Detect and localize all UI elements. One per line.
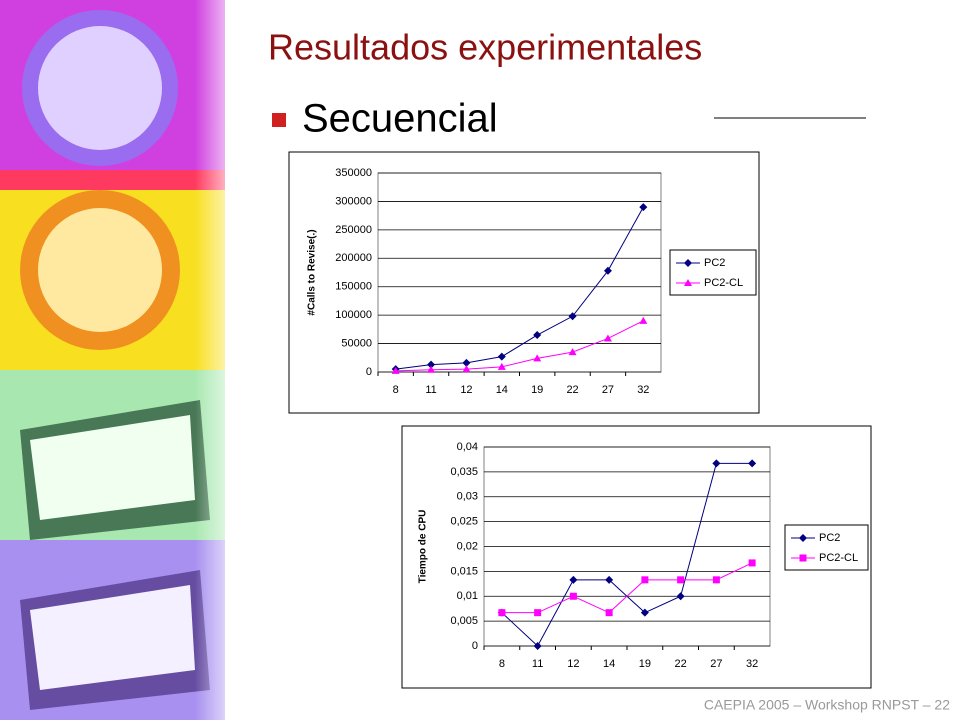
bullet-marker bbox=[272, 113, 286, 127]
marker bbox=[677, 576, 685, 584]
marker bbox=[712, 576, 720, 584]
x-tick-label: 27 bbox=[602, 384, 614, 396]
marker bbox=[641, 576, 649, 584]
marker bbox=[684, 259, 692, 267]
marker bbox=[497, 362, 506, 370]
marker bbox=[498, 609, 506, 617]
marker bbox=[533, 354, 542, 362]
marker bbox=[799, 554, 807, 562]
y-tick-label: 0,03 bbox=[457, 491, 478, 503]
series-line bbox=[501, 562, 753, 614]
marker bbox=[427, 365, 436, 373]
x-tick-label: 27 bbox=[710, 658, 722, 670]
series-line bbox=[395, 206, 644, 370]
marker bbox=[569, 575, 578, 584]
legend bbox=[669, 249, 757, 296]
marker bbox=[640, 608, 649, 617]
marker bbox=[534, 609, 542, 617]
plot-area bbox=[377, 172, 662, 373]
marker bbox=[799, 534, 807, 542]
marker bbox=[748, 459, 757, 468]
decorative-strip bbox=[0, 0, 245, 720]
legend-label: PC2 bbox=[819, 532, 840, 544]
x-tick-label: 22 bbox=[566, 384, 578, 396]
marker bbox=[462, 358, 471, 367]
marker bbox=[605, 575, 614, 584]
series-line bbox=[395, 320, 644, 372]
y-tick-label: 250000 bbox=[335, 224, 372, 236]
marker bbox=[497, 352, 506, 361]
y-axis-label: #Calls to Revise(.) bbox=[307, 229, 318, 315]
x-tick-label: 14 bbox=[603, 658, 615, 670]
marker bbox=[533, 331, 542, 340]
marker bbox=[533, 642, 542, 650]
y-tick-label: 150000 bbox=[335, 281, 372, 293]
marker bbox=[427, 360, 436, 369]
marker bbox=[568, 348, 577, 356]
slide-title: Resultados experimentales bbox=[268, 27, 702, 68]
marker bbox=[748, 559, 756, 567]
marker bbox=[684, 279, 692, 286]
x-tick-label: 19 bbox=[531, 384, 543, 396]
marker bbox=[639, 203, 648, 212]
y-tick-label: 200000 bbox=[335, 252, 372, 264]
y-tick-label: 350000 bbox=[335, 167, 372, 179]
y-axis-label: Tiempo de CPU bbox=[418, 510, 429, 584]
marker bbox=[568, 312, 577, 321]
x-tick-label: 12 bbox=[567, 658, 579, 670]
y-tick-label: 0,005 bbox=[450, 615, 478, 627]
marker bbox=[391, 366, 400, 374]
y-tick-label: 0,035 bbox=[450, 466, 478, 478]
marker bbox=[569, 592, 577, 600]
y-tick-label: 300000 bbox=[335, 195, 372, 207]
x-tick-label: 32 bbox=[746, 658, 758, 670]
x-tick-label: 19 bbox=[639, 658, 651, 670]
legend-label: PC2-CL bbox=[819, 552, 858, 564]
y-tick-label: 0,02 bbox=[457, 540, 478, 552]
x-tick-label: 14 bbox=[496, 384, 508, 396]
marker bbox=[605, 609, 613, 617]
x-tick-label: 12 bbox=[460, 384, 472, 396]
y-tick-label: 0,04 bbox=[457, 441, 478, 453]
x-tick-label: 11 bbox=[425, 384, 436, 396]
y-tick-label: 50000 bbox=[341, 337, 372, 349]
x-tick-label: 32 bbox=[637, 384, 649, 396]
marker bbox=[603, 334, 612, 342]
legend-label: PC2 bbox=[704, 257, 725, 269]
y-tick-label: 0,01 bbox=[457, 590, 478, 602]
x-tick-label: 8 bbox=[499, 658, 505, 670]
footer: CAEPIA 2005 – Workshop RNPST – 22 bbox=[704, 697, 950, 713]
y-tick-label: 0 bbox=[472, 640, 478, 652]
x-tick-label: 11 bbox=[532, 658, 543, 670]
legend-label: PC2-CL bbox=[704, 277, 743, 289]
y-tick-label: 0,015 bbox=[450, 565, 478, 577]
y-tick-label: 0,025 bbox=[450, 516, 478, 528]
x-tick-label: 22 bbox=[675, 658, 687, 670]
y-tick-label: 0 bbox=[366, 366, 372, 378]
marker bbox=[462, 365, 471, 373]
legend bbox=[784, 524, 869, 571]
marker bbox=[639, 316, 648, 324]
marker bbox=[676, 592, 685, 601]
marker bbox=[603, 266, 612, 275]
y-tick-label: 100000 bbox=[335, 309, 372, 321]
x-tick-label: 8 bbox=[393, 384, 399, 396]
bullet-text: Secuencial bbox=[302, 97, 498, 141]
marker bbox=[712, 459, 721, 468]
